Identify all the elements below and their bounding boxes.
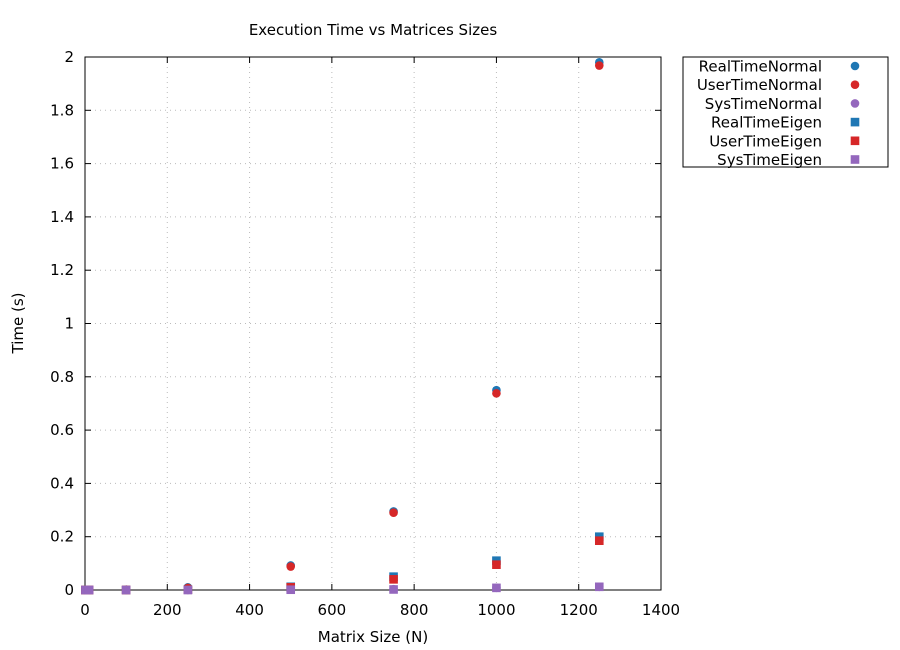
data-point — [389, 575, 398, 584]
y-tick-label: 0.6 — [50, 421, 74, 439]
legend-label: UserTimeNormal — [697, 76, 822, 94]
plot-area — [84, 56, 662, 591]
legend-marker — [850, 117, 860, 127]
y-axis-label: Time (s) — [9, 293, 27, 355]
data-point — [286, 562, 296, 571]
data-point — [389, 585, 398, 594]
y-tick-label: 1 — [64, 315, 74, 333]
data-point — [594, 582, 604, 592]
series-SysTimeEigen — [81, 582, 604, 595]
y-tick-label: 0.4 — [50, 474, 74, 492]
data-point — [594, 61, 604, 70]
data-point — [389, 508, 398, 518]
data-point — [492, 583, 501, 593]
axis-ticks — [84, 56, 662, 591]
legend-marker — [850, 99, 860, 108]
legend-items: RealTimeNormalUserTimeNormalSysTimeNorma… — [697, 58, 860, 169]
y-axis-tick-labels: 0 0.2 0.4 0.6 0.8 1 1.2 1.4 1.6 1.8 2 — [50, 48, 74, 599]
grid — [85, 57, 661, 590]
data-point — [121, 585, 131, 595]
y-tick-label: 2 — [64, 48, 74, 66]
x-tick-label: 1200 — [560, 601, 598, 619]
legend-box — [682, 56, 889, 168]
x-tick-label: 200 — [153, 601, 182, 619]
legend-label: UserTimeEigen — [709, 132, 822, 150]
data-point — [183, 585, 193, 595]
data-point — [286, 585, 296, 595]
legend-label: SysTimeNormal — [705, 95, 822, 113]
x-tick-label: 0 — [80, 601, 90, 619]
x-tick-label: 600 — [318, 601, 347, 619]
x-axis-tick-labels: 0 200 400 600 800 1000 1200 1400 — [80, 601, 680, 619]
legend-label: RealTimeNormal — [699, 58, 822, 76]
data-point — [492, 560, 501, 569]
x-axis-label: Matrix Size (N) — [318, 628, 428, 646]
legend-marker — [850, 155, 860, 164]
x-tick-label: 800 — [400, 601, 429, 619]
y-tick-label: 1.8 — [50, 101, 74, 119]
series-RealTimeNormal — [81, 58, 604, 595]
chart-title: Execution Time vs Matrices Sizes — [249, 21, 498, 39]
y-tick-label: 0 — [64, 581, 74, 599]
x-tick-label: 1000 — [477, 601, 515, 619]
series-RealTimeEigen — [81, 532, 604, 595]
data-points — [81, 58, 604, 595]
legend-marker — [850, 136, 860, 146]
legend-marker — [850, 80, 860, 89]
legend: RealTimeNormalUserTimeNormalSysTimeNorma… — [682, 56, 889, 169]
y-tick-label: 0.2 — [50, 528, 74, 546]
y-tick-label: 1.2 — [50, 261, 74, 279]
legend-label: SysTimeEigen — [717, 151, 822, 169]
series-UserTimeEigen — [81, 536, 604, 595]
y-tick-label: 1.6 — [50, 155, 74, 173]
legend-label: RealTimeEigen — [711, 114, 822, 132]
legend-marker — [850, 61, 860, 71]
x-tick-label: 400 — [235, 601, 264, 619]
x-tick-label: 1400 — [642, 601, 680, 619]
series-SysTimeNormal — [81, 582, 604, 595]
y-tick-label: 1.4 — [50, 208, 74, 226]
y-tick-label: 0.8 — [50, 368, 74, 386]
data-point — [84, 585, 94, 595]
series-UserTimeNormal — [81, 61, 604, 595]
data-point — [492, 389, 501, 398]
data-point — [594, 536, 604, 545]
